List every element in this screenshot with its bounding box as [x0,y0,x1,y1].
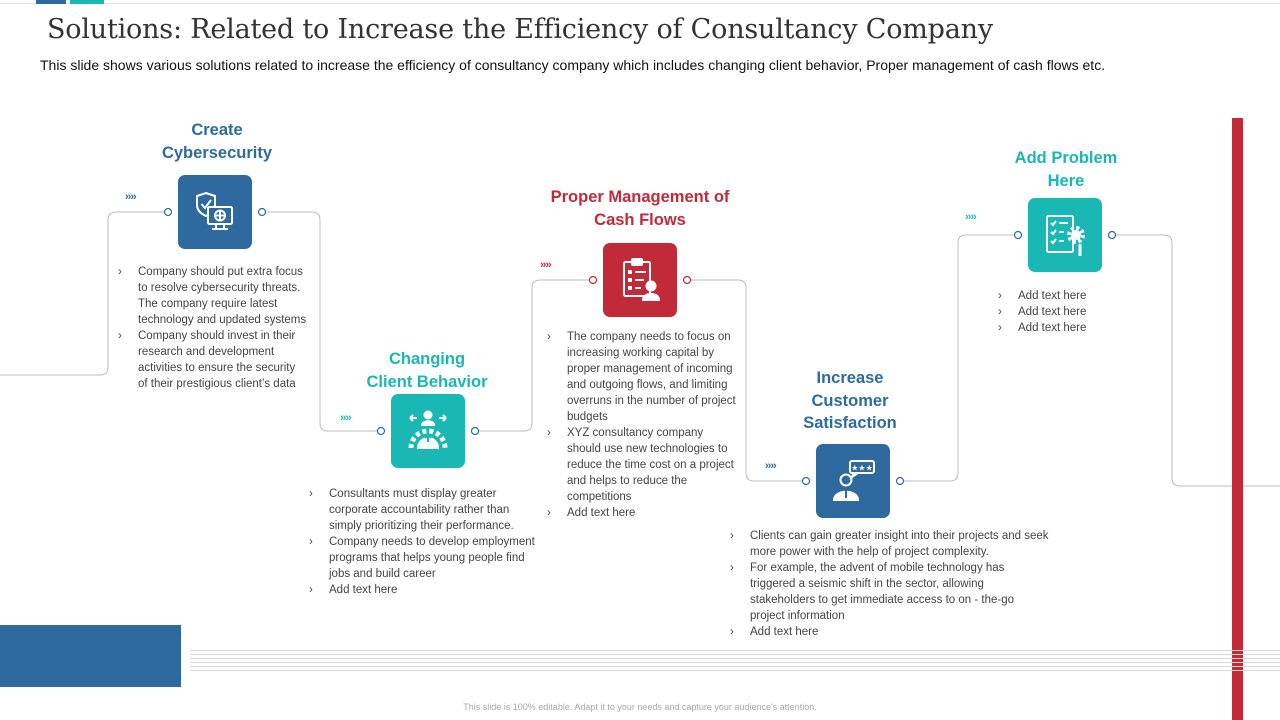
top-rule [0,3,1280,4]
customer-rating-icon: ★★★ [816,444,890,518]
checklist-gear-icon [1028,198,1102,272]
list-item: Add text here [998,304,1138,320]
list-item: Company should invest in their research … [118,328,308,392]
list-item: Company needs to develop employment prog… [309,534,539,582]
chevrons-5: ›››› [965,211,977,223]
list-item: XYZ consultancy company should use new t… [547,425,737,505]
list-item: Add text here [998,288,1138,304]
chevrons-1: ›››› [125,191,137,203]
bullets-customer-satisfaction: Clients can gain greater insight into th… [730,528,1050,640]
decorative-blue-block [0,625,181,687]
list-item: Add text here [547,505,737,521]
list-item: For example, the advent of mobile techno… [730,560,1050,624]
list-item: Clients can gain greater insight into th… [730,528,1050,560]
bullets-cybersecurity: Company should put extra focus to resolv… [118,264,308,392]
list-item: Consultants must display greater corpora… [309,486,539,534]
slide-title: Solutions: Related to Increase the Effic… [47,14,993,45]
clipboard-person-icon [603,243,677,317]
list-item: Add text here [998,320,1138,336]
shield-monitor-icon [178,175,252,249]
step-title-add-problem: Add Problem Here [1014,149,1118,190]
bullets-cash-flows: The company needs to focus on increasing… [547,329,737,521]
step-title-cybersecurity: Create Cybersecurity [161,121,273,162]
svg-text:★★★: ★★★ [851,464,873,473]
list-item: The company needs to focus on increasing… [547,329,737,425]
list-item: Add text here [309,582,539,598]
step-title-client-behavior: Changing Client Behavior [366,350,488,391]
chevrons-4: ›››› [765,460,777,472]
accent-bar-blue [36,0,66,4]
step-title-cash-flows: Proper Management of Cash Flows [550,188,730,229]
chevrons-3: ›››› [540,259,552,271]
person-gear-icon [391,394,465,468]
list-item: Add text here [730,624,1050,640]
decorative-line-pattern [190,650,1280,672]
bullets-add-problem: Add text here Add text here Add text her… [998,288,1138,336]
list-item: Company should put extra focus to resolv… [118,264,308,328]
footer-note: This slide is 100% editable. Adapt it to… [463,702,817,712]
bullets-client-behavior: Consultants must display greater corpora… [309,486,539,598]
step-title-customer-satisfaction: Increase Customer Satisfaction [803,369,897,432]
decorative-red-bar [1232,118,1243,720]
accent-bar-teal [70,0,104,4]
chevrons-2: ›››› [340,412,352,424]
slide-subtitle: This slide shows various solutions relat… [40,57,1106,73]
